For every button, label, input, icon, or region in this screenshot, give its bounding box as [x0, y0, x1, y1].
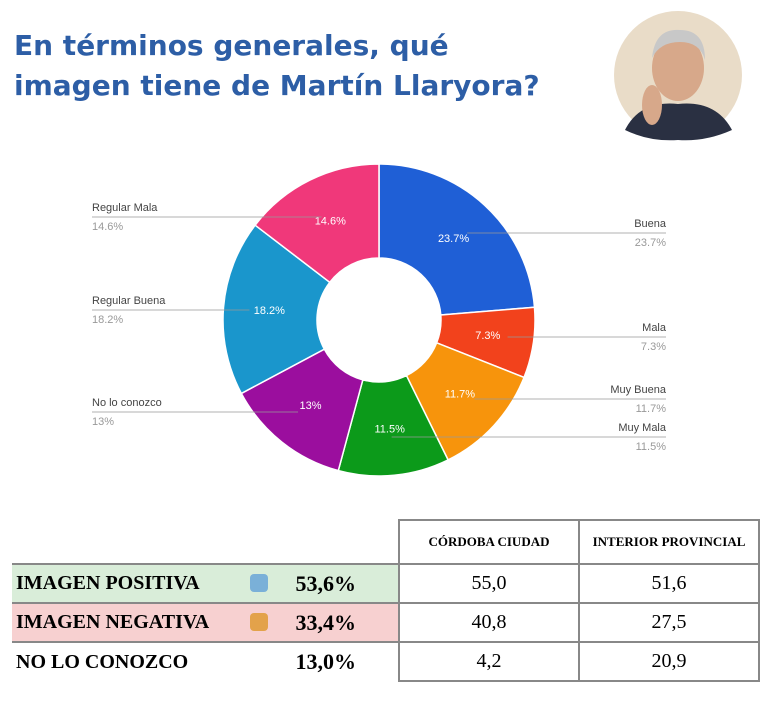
category-label: Regular Buena	[92, 295, 166, 307]
header-cell: CÓRDOBA CIUDAD	[398, 519, 580, 565]
table-row: IMAGEN NEGATIVA 33,4% 40,8 27,5	[12, 602, 760, 643]
table-cell: 40,8	[398, 602, 580, 643]
value-label: 23.7%	[635, 237, 666, 249]
slice-label: 13%	[299, 400, 321, 412]
category-label: Mala	[642, 322, 667, 334]
slice-label: 7.3%	[475, 330, 500, 342]
category-label: Regular Mala	[92, 202, 158, 214]
donut-slice	[222, 224, 331, 395]
slice-label: 18.2%	[254, 305, 285, 317]
category-label: Muy Buena	[610, 384, 667, 396]
value-label: 14.6%	[92, 221, 123, 233]
donut-slice	[254, 163, 380, 284]
header-cell: INTERIOR PROVINCIAL	[578, 519, 760, 565]
slice-label: 23.7%	[438, 233, 469, 245]
table-cell: 51,6	[578, 563, 760, 604]
donut-slice	[240, 348, 364, 472]
donut-slice	[378, 163, 536, 316]
title: En términos generales, qué imagen tiene …	[14, 29, 540, 102]
thumb-icon	[250, 613, 268, 631]
table-cell: 27,5	[578, 602, 760, 643]
row-label: IMAGEN POSITIVA	[12, 563, 246, 603]
row-total: 33,4%	[246, 602, 399, 642]
summary-table: CÓRDOBA CIUDAD INTERIOR PROVINCIAL IMAGE…	[12, 519, 760, 682]
row-total: 13,0%	[246, 641, 399, 681]
value-label: 11.5%	[636, 441, 667, 453]
table-cell: 55,0	[398, 563, 580, 604]
table-row: NO LO CONOZCO 13,0% 4,2 20,9	[12, 641, 760, 682]
row-label: IMAGEN NEGATIVA	[12, 602, 246, 642]
value-label: 11.7%	[636, 403, 667, 415]
photo	[614, 11, 742, 141]
category-label: No lo conozco	[92, 397, 162, 409]
donut-slice	[405, 341, 526, 461]
category-label: Muy Mala	[618, 422, 667, 434]
row-label: NO LO CONOZCO	[12, 641, 246, 681]
row-total: 53,6%	[246, 563, 399, 603]
category-label: Buena	[634, 218, 667, 230]
slice-label: 11.7%	[445, 388, 476, 400]
value-label: 18.2%	[92, 314, 123, 326]
table-row: IMAGEN POSITIVA 53,6% 55,0 51,6	[12, 563, 760, 604]
table-cell: 20,9	[578, 641, 760, 682]
slice-label: 11.5%	[375, 423, 406, 435]
thumb-icon	[250, 574, 268, 592]
table-cell: 4,2	[398, 641, 580, 682]
value-label: 7.3%	[641, 341, 666, 353]
slice-label: 14.6%	[315, 215, 346, 227]
value-label: 13%	[92, 416, 114, 428]
